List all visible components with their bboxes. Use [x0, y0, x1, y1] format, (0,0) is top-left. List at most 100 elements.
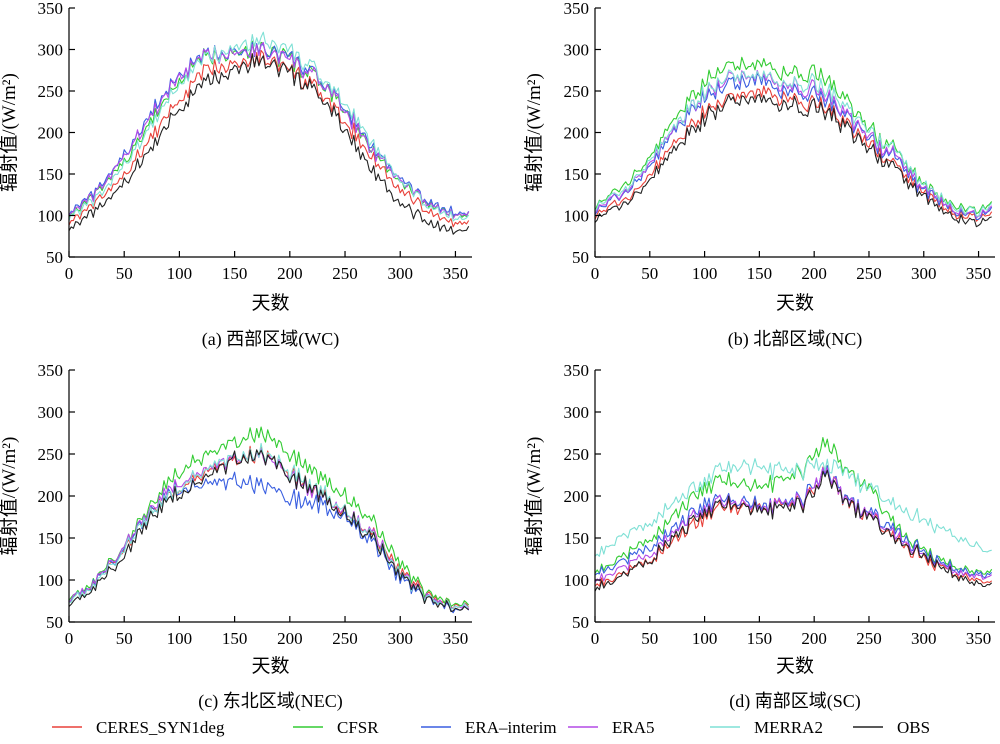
y-tick-label: 100	[564, 207, 590, 226]
x-tick-label: 0	[65, 264, 74, 283]
legend: CERES_SYN1deg CFSR ERA–interim ERA5 MERRA2 OB…	[52, 718, 930, 737]
x-tick-label: 300	[387, 629, 413, 648]
series-line-merra2	[594, 69, 993, 217]
x-tick-label: 50	[116, 264, 133, 283]
y-tick-label: 200	[38, 487, 64, 506]
series-line-era5	[68, 41, 470, 220]
x-tick-label: 300	[387, 264, 413, 283]
legend-item: CFSR	[293, 718, 379, 737]
legend-item: OBS	[853, 718, 930, 737]
y-axis-title: 辐射值/(W/m²)	[523, 437, 545, 556]
y-tick-label: 350	[38, 0, 64, 18]
x-tick-label: 200	[277, 629, 303, 648]
y-tick-label: 250	[564, 445, 590, 464]
y-tick-label: 150	[38, 165, 64, 184]
y-axis-title: 辐射值/(W/m²)	[523, 73, 545, 192]
y-tick-label: 250	[564, 82, 590, 101]
x-tick-label: 250	[856, 629, 882, 648]
series-line-cfsr	[594, 56, 993, 215]
series-line-merra2	[68, 442, 469, 610]
y-axis-title: 辐射值/(W/m²)	[0, 73, 20, 192]
y-tick-label: 200	[38, 124, 64, 143]
y-tick-label: 100	[38, 207, 64, 226]
x-tick-label: 150	[747, 629, 773, 648]
x-tick-label: 100	[167, 629, 193, 648]
legend-label: CERES_SYN1deg	[96, 718, 225, 737]
y-tick-label: 50	[46, 613, 63, 632]
y-tick-label: 200	[564, 487, 590, 506]
panel-caption: (d) 南部区域(SC)	[729, 691, 861, 712]
x-axis-title: 天数	[251, 655, 289, 677]
y-tick-label: 300	[38, 403, 64, 422]
x-axis-title: 天数	[776, 655, 814, 677]
x-tick-label: 250	[332, 629, 358, 648]
y-tick-label: 200	[564, 124, 590, 143]
x-tick-label: 350	[966, 629, 992, 648]
y-tick-label: 50	[572, 613, 589, 632]
series-line-ceres-syn1deg	[68, 49, 470, 228]
x-tick-label: 0	[591, 264, 600, 283]
y-tick-label: 150	[564, 165, 590, 184]
panel-caption: (c) 东北区域(NEC)	[198, 691, 342, 712]
legend-item: CERES_SYN1deg	[52, 718, 225, 737]
x-tick-label: 150	[222, 629, 248, 648]
x-tick-label: 200	[277, 264, 303, 283]
series-line-cfsr	[68, 426, 470, 607]
x-tick-label: 200	[801, 264, 827, 283]
y-tick-label: 150	[564, 529, 590, 548]
legend-label: MERRA2	[754, 718, 823, 737]
x-tick-label: 150	[747, 264, 773, 283]
x-tick-label: 250	[856, 264, 882, 283]
x-tick-label: 350	[443, 629, 469, 648]
legend-item: ERA–interim	[421, 718, 557, 737]
legend-label: ERA5	[612, 718, 655, 737]
x-tick-label: 100	[692, 264, 718, 283]
y-tick-label: 250	[38, 445, 64, 464]
y-tick-label: 350	[564, 361, 590, 380]
x-tick-label: 100	[167, 264, 193, 283]
panel-caption: (a) 西部区域(WC)	[202, 329, 339, 350]
x-axis-title: 天数	[776, 292, 814, 314]
series-line-obs	[68, 53, 470, 235]
series-line-obs	[594, 93, 992, 228]
x-tick-label: 250	[332, 264, 358, 283]
y-tick-label: 150	[38, 529, 64, 548]
y-tick-label: 100	[38, 571, 64, 590]
y-tick-label: 100	[564, 571, 590, 590]
panel-caption: (b) 北部区域(NC)	[728, 329, 862, 350]
x-tick-label: 0	[591, 629, 600, 648]
series-line-merra2	[68, 31, 470, 222]
y-axis-title: 辐射值/(W/m²)	[0, 437, 20, 556]
series-line-cfsr	[594, 437, 993, 575]
x-tick-label: 150	[222, 264, 248, 283]
series-line-ceres-syn1deg	[68, 445, 470, 610]
x-tick-label: 100	[692, 629, 718, 648]
y-tick-label: 300	[564, 41, 590, 60]
x-tick-label: 200	[801, 629, 827, 648]
series-line-era-interim	[68, 471, 470, 614]
series-line-ceres-syn1deg	[594, 85, 993, 222]
x-axis-title: 天数	[251, 292, 289, 314]
x-tick-label: 50	[641, 264, 658, 283]
y-tick-label: 50	[572, 248, 589, 267]
x-tick-label: 300	[911, 629, 937, 648]
y-tick-label: 350	[564, 0, 590, 18]
y-tick-label: 350	[38, 361, 64, 380]
y-tick-label: 250	[38, 82, 64, 101]
legend-label: CFSR	[337, 718, 379, 737]
series-line-era5	[68, 448, 470, 610]
x-tick-label: 300	[911, 264, 937, 283]
legend-label: OBS	[897, 718, 930, 737]
legend-label: ERA–interim	[465, 718, 557, 737]
series-line-obs	[68, 449, 470, 613]
x-tick-label: 50	[116, 629, 133, 648]
x-tick-label: 0	[65, 629, 74, 648]
legend-item: ERA5	[568, 718, 655, 737]
x-tick-label: 350	[443, 264, 469, 283]
x-tick-label: 350	[966, 264, 992, 283]
